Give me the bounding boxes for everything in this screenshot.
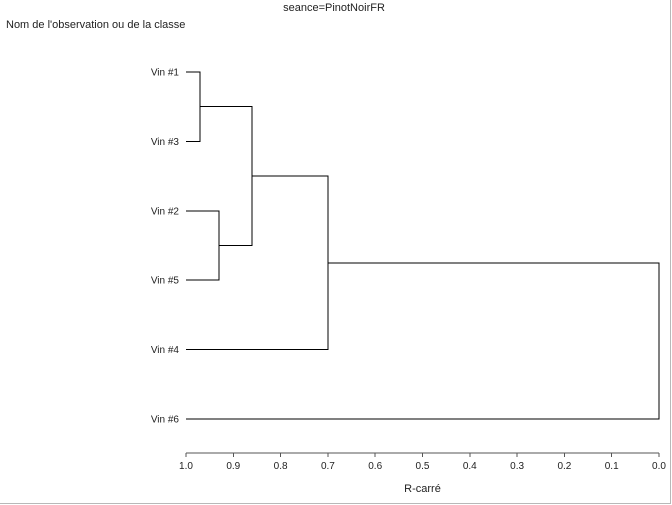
x-tick-label: 0.2: [557, 461, 571, 472]
leaf-label: Vin #4: [151, 345, 180, 356]
leaf-label: Vin #2: [151, 206, 180, 217]
chart-title: seance=PinotNoirFR: [283, 2, 385, 14]
leaf-label: Vin #1: [151, 68, 180, 79]
x-tick-label: 0.3: [510, 461, 524, 472]
dendrogram-branch: [186, 175, 329, 351]
dendrogram-branch: [186, 262, 660, 420]
x-tick-label: 0.9: [226, 461, 240, 472]
x-axis-ticks: 1.0 0.9 0.8 0.7 0.6 0.5 0.4 0.3 0.2 0.1 0.0: [179, 453, 666, 472]
dendrogram-branch: [186, 210, 220, 281]
x-tick-label: 0.8: [274, 461, 288, 472]
leaf-label: Vin #3: [151, 137, 180, 148]
dendrogram-branches: [186, 71, 660, 420]
leaf-label: Vin #5: [151, 276, 180, 287]
leaf-label: Vin #6: [151, 415, 180, 426]
dendrogram-branch: [200, 106, 253, 246]
dendrogram-branch: [186, 71, 201, 142]
x-tick-label: 0.4: [463, 461, 477, 472]
leaf-axis-label: Nom de l'observation ou de la classe: [6, 19, 185, 31]
x-tick-label: 1.0: [179, 461, 193, 472]
x-tick-label: 0.1: [605, 461, 619, 472]
x-tick-label: 0.5: [416, 461, 430, 472]
x-tick-label: 0.6: [368, 461, 382, 472]
leaf-labels: Vin #1 Vin #3 Vin #2 Vin #5 Vin #4 Vin #6: [151, 68, 180, 426]
x-tick-label: 0.0: [652, 461, 666, 472]
x-axis-label: R-carré: [404, 483, 441, 495]
x-tick-label: 0.7: [321, 461, 335, 472]
